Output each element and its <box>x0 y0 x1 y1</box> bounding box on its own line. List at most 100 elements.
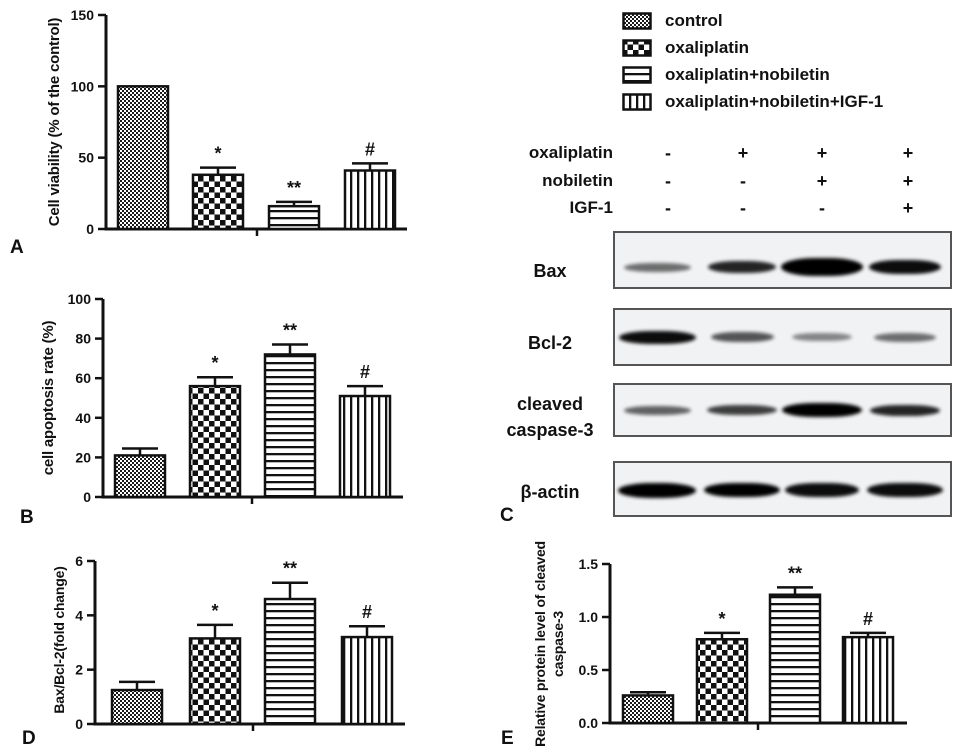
treatment-value: + <box>816 171 828 191</box>
legend-swatch-fine-checker <box>622 12 652 30</box>
blot-band <box>781 258 863 276</box>
significance-marker: # <box>863 609 873 629</box>
bar-oxaliplatin <box>188 637 242 726</box>
panel-label-b: B <box>20 507 34 528</box>
legend-swatch-rect <box>622 39 652 57</box>
figure-legend: control oxaliplatin oxaliplatin+nobiletin o… <box>622 11 884 111</box>
blot-band <box>618 330 696 344</box>
bar-oxaliplatin+nobiletin <box>768 593 822 725</box>
legend-swatch-rect <box>622 12 652 30</box>
legend-label: control <box>665 11 723 30</box>
panel-label-e: E <box>501 728 514 749</box>
blot-band <box>708 261 776 273</box>
treatment-value: + <box>902 143 914 163</box>
y-tick-label: 40 <box>75 410 91 426</box>
treatment-value: - <box>665 198 671 218</box>
bar-oxaliplatin <box>188 384 242 499</box>
y-axis-title: Cell viability (% of the control) <box>46 18 63 227</box>
blot-image-Bax <box>613 231 952 289</box>
significance-marker: * <box>718 609 725 629</box>
significance-marker: ** <box>287 178 301 198</box>
bar-oxaliplatin <box>191 173 245 231</box>
legend-label: oxaliplatin+nobiletin <box>665 65 830 84</box>
bar-oxaliplatin+nobiletin+IGF-1 <box>338 394 392 499</box>
blot-row-label: β-actin <box>480 479 620 505</box>
panel-e-cleaved-caspase3-chart: 0.0 0.5 1.0 1.5 Relative protein level of cl… <box>532 541 907 747</box>
legend-item: control <box>622 11 883 30</box>
legend-swatch-rect <box>622 66 652 84</box>
y-tick-label: 1.0 <box>579 609 599 625</box>
blot-image-β-actin <box>613 461 952 517</box>
panel-label-a: A <box>10 237 24 258</box>
y-tick-label: 0 <box>86 221 94 237</box>
panel-a-cell-viability-chart: 0 50 100 150 Cell viability (% of the contro… <box>46 7 407 237</box>
y-axis-title: Relative protein level of cleaved <box>532 541 548 747</box>
significance-marker: # <box>362 602 372 622</box>
bar-oxaliplatin+nobiletin+IGF-1 <box>343 169 397 231</box>
significance-marker: # <box>365 139 375 159</box>
treatment-row-label: IGF-1 <box>569 198 613 217</box>
blot-row-label-line: β-actin <box>520 482 580 502</box>
legend-swatch-checker <box>622 39 652 57</box>
significance-marker: * <box>214 144 221 164</box>
bar-oxaliplatin <box>695 638 749 725</box>
y-tick-label: 1.5 <box>579 556 599 572</box>
treatment-row-label: nobiletin <box>542 171 613 190</box>
bar-oxaliplatin+nobiletin <box>267 204 321 231</box>
y-tick-label: 0 <box>83 489 91 505</box>
treatment-value: + <box>902 171 914 191</box>
y-tick-label: 150 <box>71 7 95 23</box>
treatment-value: + <box>737 143 749 163</box>
treatment-value: - <box>665 143 671 163</box>
legend-swatch-rect <box>622 93 652 111</box>
panel-label-c: C <box>500 505 514 526</box>
legend-label: oxaliplatin+nobiletin+IGF-1 <box>665 92 884 111</box>
y-tick-label: 100 <box>68 291 92 307</box>
y-tick-label: 50 <box>78 150 94 166</box>
blot-row-label: Bcl-2 <box>480 330 620 356</box>
bar-control <box>116 85 170 231</box>
y-axis-title: cell apoptosis rate (%) <box>40 320 57 475</box>
y-tick-label: 4 <box>75 607 83 623</box>
y-tick-label: 0.5 <box>579 662 599 678</box>
y-tick-label: 80 <box>75 331 91 347</box>
bar-control <box>113 454 167 499</box>
blot-band <box>867 483 943 497</box>
treatment-value: - <box>740 171 746 191</box>
y-axis-title: caspase-3 <box>550 611 566 677</box>
blot-row-label-line: Bax <box>533 261 567 281</box>
blot-band <box>623 262 691 272</box>
treatment-value: + <box>902 198 914 218</box>
blot-band <box>704 483 780 497</box>
blot-band <box>870 404 940 416</box>
blot-band <box>710 332 774 342</box>
significance-marker: ** <box>283 321 297 341</box>
y-tick-label: 6 <box>75 553 83 569</box>
y-tick-label: 0.0 <box>579 715 599 731</box>
bar-oxaliplatin+nobiletin <box>263 597 317 726</box>
significance-marker: * <box>211 601 218 621</box>
y-tick-label: 60 <box>75 370 91 386</box>
bar-control <box>621 694 675 725</box>
treatment-value: - <box>819 198 825 218</box>
y-axis-title: Bax/Bcl-2(fold change) <box>51 566 67 713</box>
bar-oxaliplatin+nobiletin+IGF-1 <box>340 635 394 726</box>
blot-band <box>707 405 777 415</box>
blot-image-Bcl-2 <box>613 308 952 366</box>
y-tick-label: 2 <box>75 662 83 678</box>
blot-row-label-line: caspase-3 <box>506 420 594 440</box>
treatment-value: - <box>665 171 671 191</box>
treatment-value: + <box>816 143 828 163</box>
significance-marker: # <box>360 362 370 382</box>
blot-row-label-line: Bcl-2 <box>527 333 572 353</box>
blot-band <box>869 260 941 274</box>
legend-swatch-vlines <box>622 93 652 111</box>
treatment-row-label: oxaliplatin <box>528 143 613 162</box>
treatment-value: - <box>740 198 746 218</box>
legend-label: oxaliplatin <box>665 38 750 57</box>
blot-band <box>874 332 936 342</box>
blot-image-cleaved-caspase-3 <box>613 383 952 437</box>
blot-band <box>618 482 696 498</box>
